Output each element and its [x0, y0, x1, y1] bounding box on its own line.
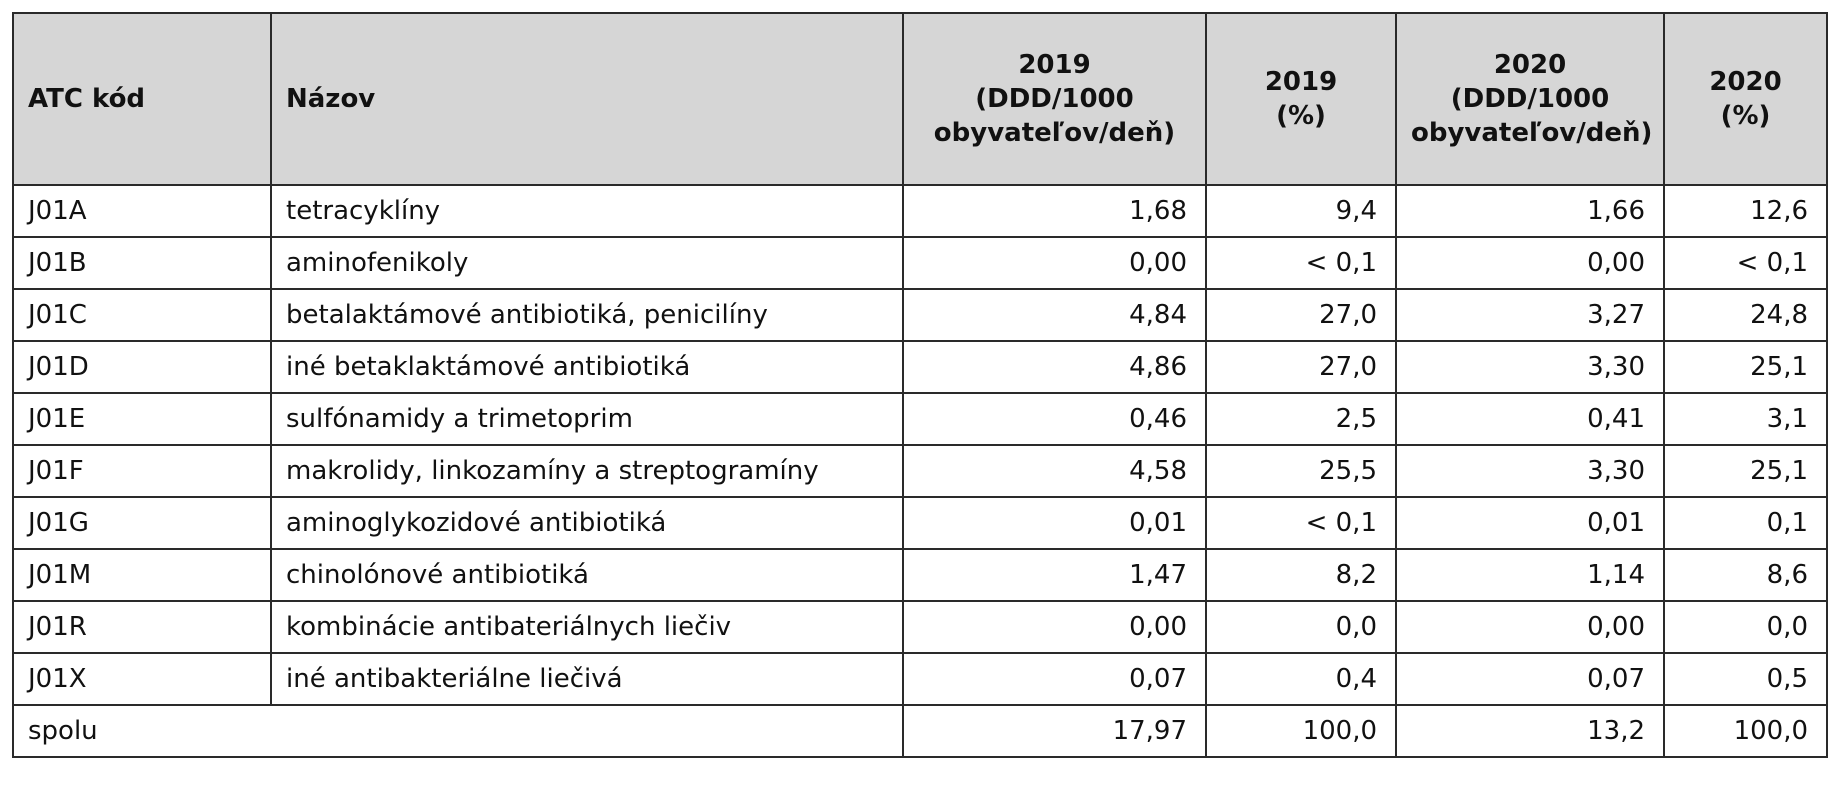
- cell-2020-percent: 25,1: [1663, 340, 1828, 394]
- cell-2020-percent: 0,1: [1663, 496, 1828, 550]
- cell-atc: J01D: [12, 340, 272, 394]
- header-2019-percent-line2: (%): [1276, 101, 1326, 131]
- table-row: J01M chinolónové antibiotiká 1,47 8,2 1,…: [12, 548, 1828, 602]
- cell-atc: J01B: [12, 236, 272, 290]
- table-row: J01X iné antibakteriálne liečivá 0,07 0,…: [12, 652, 1828, 706]
- cell-name: aminoglykozidové antibiotiká: [270, 496, 904, 550]
- header-row: ATC kód Názov 2019 (DDD/1000 obyvateľov/…: [12, 12, 1828, 186]
- header-2020-percent-line1: 2020: [1709, 67, 1782, 97]
- cell-2020-ddd: 0,41: [1395, 392, 1665, 446]
- cell-2020-ddd: 3,27: [1395, 288, 1665, 342]
- header-2020-ddd-line2: (DDD/1000: [1450, 84, 1610, 114]
- cell-2020-percent: 0,5: [1663, 652, 1828, 706]
- table-row: J01D iné betaklaktámové antibiotiká 4,86…: [12, 340, 1828, 394]
- cell-2020-ddd: 3,30: [1395, 340, 1665, 394]
- header-2020-ddd-line1: 2020: [1493, 50, 1567, 80]
- cell-2020-ddd: 0,01: [1395, 496, 1665, 550]
- total-2019-ddd: 17,97: [902, 704, 1207, 758]
- cell-2019-percent: 0,0: [1205, 600, 1397, 654]
- header-atc-code: ATC kód: [12, 12, 272, 186]
- cell-2020-ddd: 3,30: [1395, 444, 1665, 498]
- table-body: J01A tetracyklíny 1,68 9,4 1,66 12,6 J01…: [12, 184, 1828, 758]
- table-row: J01C betalaktámové antibiotiká, penicilí…: [12, 288, 1828, 342]
- cell-2019-percent: 9,4: [1205, 184, 1397, 238]
- cell-atc: J01X: [12, 652, 272, 706]
- cell-atc: J01E: [12, 392, 272, 446]
- cell-atc: J01G: [12, 496, 272, 550]
- cell-name: chinolónové antibiotiká: [270, 548, 904, 602]
- cell-2019-ddd: 0,01: [902, 496, 1207, 550]
- table-row: J01G aminoglykozidové antibiotiká 0,01 <…: [12, 496, 1828, 550]
- cell-atc: J01F: [12, 444, 272, 498]
- cell-name: iné betaklaktámové antibiotiká: [270, 340, 904, 394]
- cell-atc: J01R: [12, 600, 272, 654]
- cell-2019-percent: 0,4: [1205, 652, 1397, 706]
- header-2020-percent-line2: (%): [1720, 101, 1771, 131]
- cell-name: sulfónamidy a trimetoprim: [270, 392, 904, 446]
- cell-name: aminofenikoly: [270, 236, 904, 290]
- cell-2019-ddd: 4,84: [902, 288, 1207, 342]
- header-name: Názov: [270, 12, 904, 186]
- table-container: ATC kód Názov 2019 (DDD/1000 obyvateľov/…: [12, 12, 1828, 758]
- cell-name: kombinácie antibateriálnych liečiv: [270, 600, 904, 654]
- antibiotics-consumption-table: ATC kód Názov 2019 (DDD/1000 obyvateľov/…: [12, 12, 1828, 758]
- cell-name: betalaktámové antibiotiká, penicilíny: [270, 288, 904, 342]
- cell-2019-percent: 8,2: [1205, 548, 1397, 602]
- total-2020-ddd: 13,2: [1395, 704, 1665, 758]
- table-header: ATC kód Názov 2019 (DDD/1000 obyvateľov/…: [12, 12, 1828, 186]
- cell-2020-percent: 25,1: [1663, 444, 1828, 498]
- cell-2020-percent: 3,1: [1663, 392, 1828, 446]
- cell-2019-ddd: 4,86: [902, 340, 1207, 394]
- table-row: J01F makrolidy, linkozamíny a streptogra…: [12, 444, 1828, 498]
- cell-atc: J01C: [12, 288, 272, 342]
- cell-name: makrolidy, linkozamíny a streptogramíny: [270, 444, 904, 498]
- cell-2019-ddd: 0,46: [902, 392, 1207, 446]
- total-row: spolu 17,97 100,0 13,2 100,0: [12, 704, 1828, 758]
- table-row: J01R kombinácie antibateriálnych liečiv …: [12, 600, 1828, 654]
- cell-name: iné antibakteriálne liečivá: [270, 652, 904, 706]
- cell-2020-percent: < 0,1: [1663, 236, 1828, 290]
- cell-2019-percent: 27,0: [1205, 340, 1397, 394]
- cell-name: tetracyklíny: [270, 184, 904, 238]
- table-row: J01A tetracyklíny 1,68 9,4 1,66 12,6: [12, 184, 1828, 238]
- header-2020-ddd-line3: obyvateľov/deň): [1411, 118, 1653, 148]
- cell-2020-percent: 0,0: [1663, 600, 1828, 654]
- cell-2019-ddd: 0,00: [902, 600, 1207, 654]
- header-2020-percent: 2020 (%): [1663, 12, 1828, 186]
- cell-2020-ddd: 0,07: [1395, 652, 1665, 706]
- table-row: J01E sulfónamidy a trimetoprim 0,46 2,5 …: [12, 392, 1828, 446]
- cell-2020-percent: 8,6: [1663, 548, 1828, 602]
- cell-2019-ddd: 4,58: [902, 444, 1207, 498]
- header-2019-ddd-line2: (DDD/1000: [975, 84, 1134, 114]
- header-2019-percent-line1: 2019: [1264, 67, 1338, 97]
- header-2019-ddd-line1: 2019: [1018, 50, 1091, 80]
- header-2019-percent: 2019 (%): [1205, 12, 1397, 186]
- cell-2020-ddd: 0,00: [1395, 600, 1665, 654]
- cell-2019-ddd: 1,47: [902, 548, 1207, 602]
- header-2019-ddd-line3: obyvateľov/deň): [933, 118, 1176, 148]
- cell-2020-ddd: 1,66: [1395, 184, 1665, 238]
- cell-2019-percent: 25,5: [1205, 444, 1397, 498]
- cell-2019-ddd: 0,07: [902, 652, 1207, 706]
- header-2019-ddd: 2019 (DDD/1000 obyvateľov/deň): [902, 12, 1207, 186]
- cell-2020-percent: 24,8: [1663, 288, 1828, 342]
- cell-2020-ddd: 1,14: [1395, 548, 1665, 602]
- cell-atc: J01M: [12, 548, 272, 602]
- cell-2019-percent: 27,0: [1205, 288, 1397, 342]
- cell-2019-percent: < 0,1: [1205, 496, 1397, 550]
- table-row: J01B aminofenikoly 0,00 < 0,1 0,00 < 0,1: [12, 236, 1828, 290]
- cell-2020-ddd: 0,00: [1395, 236, 1665, 290]
- cell-2019-ddd: 0,00: [902, 236, 1207, 290]
- cell-2019-percent: < 0,1: [1205, 236, 1397, 290]
- cell-2019-ddd: 1,68: [902, 184, 1207, 238]
- header-2020-ddd: 2020 (DDD/1000 obyvateľov/deň): [1395, 12, 1665, 186]
- cell-atc: J01A: [12, 184, 272, 238]
- total-2019-percent: 100,0: [1205, 704, 1397, 758]
- cell-2019-percent: 2,5: [1205, 392, 1397, 446]
- total-2020-percent: 100,0: [1663, 704, 1828, 758]
- total-label: spolu: [12, 704, 904, 758]
- cell-2020-percent: 12,6: [1663, 184, 1828, 238]
